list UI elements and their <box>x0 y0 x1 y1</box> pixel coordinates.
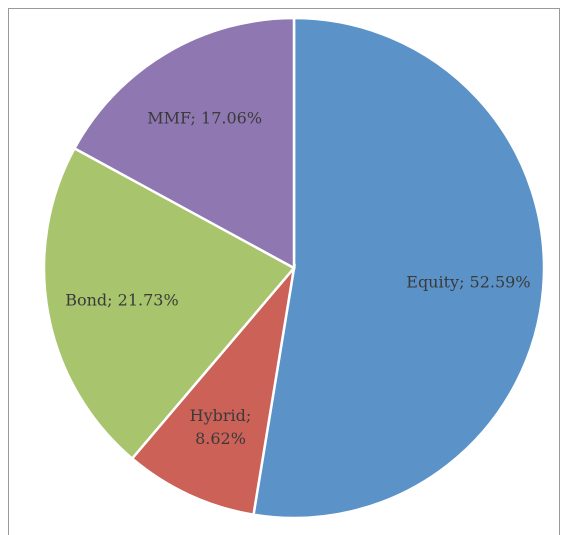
frame <box>8 8 560 535</box>
pie-slice <box>72 16 296 271</box>
pie-slice <box>252 16 546 520</box>
data-label: Bond; 21.73% <box>65 290 179 310</box>
data-label: MMF; 17.06% <box>147 107 263 127</box>
data-label: Hybrid; 8.62% <box>189 405 252 448</box>
pie-slice <box>130 263 296 517</box>
data-label: Equity; 52.59% <box>406 272 531 292</box>
pie-slice <box>42 146 296 461</box>
